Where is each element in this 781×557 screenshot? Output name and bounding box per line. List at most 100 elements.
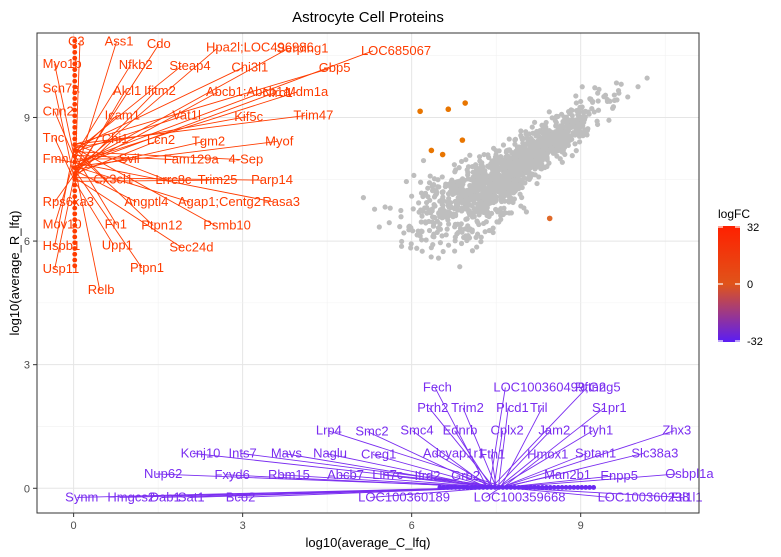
label-connector xyxy=(74,115,117,156)
downregulated-point xyxy=(492,485,498,490)
grey-point xyxy=(587,96,593,102)
downregulated-point xyxy=(559,485,565,490)
upregulated-point xyxy=(72,223,78,228)
grey-point xyxy=(371,206,378,212)
grey-point xyxy=(530,150,536,156)
upregulated-point xyxy=(72,199,78,205)
grey-point xyxy=(464,216,470,222)
grey-point xyxy=(573,93,579,99)
point-label: Plcd1 xyxy=(496,400,529,415)
upregulated-point xyxy=(72,84,78,90)
upregulated-point xyxy=(72,107,78,113)
point-label: Synm xyxy=(65,489,98,504)
point-label: LOC100360189 xyxy=(358,489,450,504)
label-connector xyxy=(491,387,588,488)
downregulated-point xyxy=(445,485,451,490)
point-label: LOC100359668 xyxy=(474,489,566,504)
grey-point xyxy=(467,187,473,193)
point-label: Serping1 xyxy=(276,40,328,55)
grey-point xyxy=(500,194,506,201)
label-connector xyxy=(74,166,101,290)
upregulated-point xyxy=(72,257,78,263)
grey-point xyxy=(471,214,477,220)
point-label: Cplx2 xyxy=(491,423,524,438)
grey-point xyxy=(431,194,438,200)
axes: 0 3 6 9 0 3 6 9 xyxy=(24,112,584,532)
grey-point xyxy=(572,141,578,147)
grey-point xyxy=(512,188,518,194)
grey-point xyxy=(474,244,480,250)
point-label: Bco2 xyxy=(226,489,256,504)
grey-point xyxy=(420,157,427,164)
downregulated-point xyxy=(528,485,533,490)
point-label: Hmox1 xyxy=(527,447,568,462)
grey-point xyxy=(459,192,465,198)
grey-point xyxy=(544,151,550,157)
upregulated-point xyxy=(72,142,78,148)
label-connector xyxy=(74,91,219,171)
label-connector xyxy=(74,155,117,225)
grey-point xyxy=(475,183,481,189)
grey-point xyxy=(445,191,452,197)
grey-point xyxy=(557,156,563,162)
grey-point xyxy=(449,177,455,183)
grey-point xyxy=(473,162,479,168)
grey-point xyxy=(450,211,457,217)
upregulated-point xyxy=(72,90,78,96)
grey-point xyxy=(573,148,579,154)
grey-point xyxy=(473,234,479,240)
label-connector xyxy=(54,111,76,160)
grey-point xyxy=(514,162,520,169)
label-connector xyxy=(54,144,76,247)
grey-point xyxy=(557,140,563,146)
grey-point xyxy=(502,165,508,171)
grey-point xyxy=(482,229,488,235)
grey-point xyxy=(469,248,476,254)
x-tick-label: 9 xyxy=(578,520,584,532)
highlight-points xyxy=(72,38,597,490)
label-connector xyxy=(74,151,241,161)
legend-tick-label: -32 xyxy=(747,336,763,348)
grey-point xyxy=(520,140,526,146)
grey-point xyxy=(399,238,405,245)
label-connector xyxy=(74,90,157,175)
upregulated-point xyxy=(72,119,78,124)
grey-point xyxy=(458,240,465,247)
point-label: Fth1 xyxy=(479,447,505,462)
point-label: Hspb1 xyxy=(43,238,81,253)
chart-title: Astrocyte Cell Proteins xyxy=(292,9,444,26)
grey-point xyxy=(508,182,514,188)
label-connector xyxy=(500,407,543,488)
label-connector xyxy=(434,387,488,488)
label-connector xyxy=(327,430,506,488)
grey-point xyxy=(556,134,562,140)
grey-point xyxy=(560,119,566,125)
downregulated-point xyxy=(488,485,494,490)
point-label: Fam129a xyxy=(164,152,220,167)
highlight-point xyxy=(445,106,452,113)
grey-point xyxy=(529,124,535,130)
downregulated-point xyxy=(465,485,470,490)
point-label: Trim2 xyxy=(451,400,484,415)
point-label: Rbm15 xyxy=(268,467,310,482)
grey-point xyxy=(553,130,559,136)
grey-point xyxy=(533,157,539,163)
grey-point xyxy=(491,145,497,151)
downregulated-point xyxy=(543,485,549,490)
label-connector xyxy=(74,177,182,248)
grey-point xyxy=(414,245,420,251)
grey-point xyxy=(415,228,421,234)
grey-point xyxy=(439,233,445,239)
grey-point xyxy=(517,149,524,155)
grey-point xyxy=(581,119,587,125)
grey-point xyxy=(537,155,543,161)
grey-point xyxy=(466,235,473,241)
upregulated-point xyxy=(72,113,78,119)
upregulated-point xyxy=(72,234,78,240)
highlight-point xyxy=(459,137,466,143)
label-connector xyxy=(74,64,132,156)
upregulated-point xyxy=(72,148,78,153)
downregulated-point xyxy=(524,485,529,490)
